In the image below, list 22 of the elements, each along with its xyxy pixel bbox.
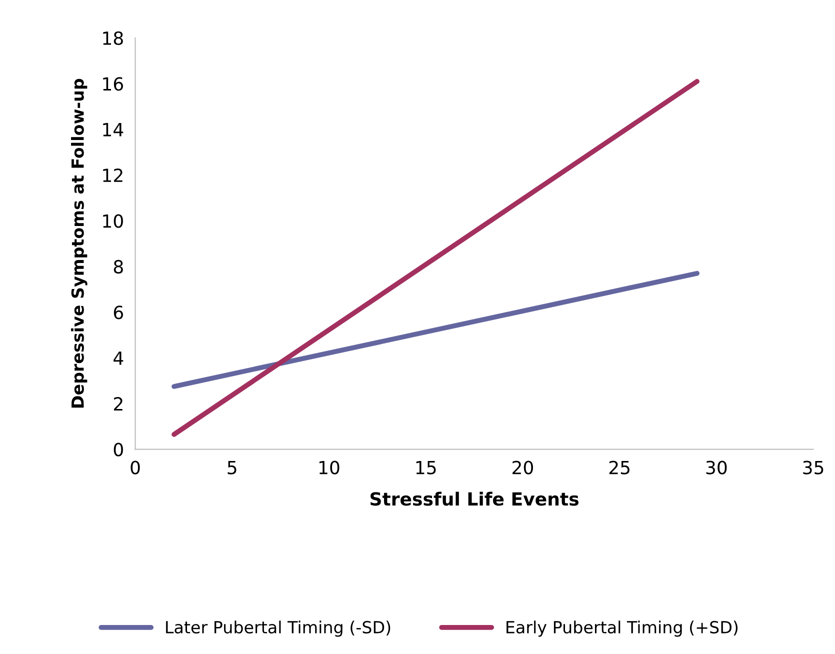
- y-tick-label: 10: [103, 214, 123, 228]
- y-tick-label: 8: [114, 260, 123, 274]
- x-tick-label: 0: [130, 460, 140, 474]
- y-axis-title: Depressive Symptoms at Follow-up: [71, 78, 88, 408]
- y-tick-label: 14: [103, 123, 124, 136]
- x-tick-label: 30: [706, 460, 727, 474]
- y-tick-label: 0: [114, 442, 123, 456]
- y-tick-label: 18: [103, 31, 123, 46]
- y-tick-label: 4: [114, 352, 124, 365]
- legend-label: Early Pubertal Timing (+SD): [506, 620, 738, 637]
- x-axis-title: Stressful Life Events: [370, 492, 578, 506]
- y-tick-label: 12: [103, 168, 122, 182]
- x-tick-label: 35: [803, 460, 824, 474]
- x-tick-label: 10: [319, 460, 340, 474]
- x-tick-label: 20: [512, 460, 533, 474]
- x-tick-label: 15: [416, 460, 436, 474]
- y-tick-label: 2: [114, 397, 122, 410]
- x-tick-label: 25: [609, 460, 630, 474]
- y-tick-label: 6: [114, 306, 124, 320]
- y-tick-label: 16: [103, 77, 124, 91]
- x-tick-label: 5: [228, 460, 236, 474]
- legend-label: Later Pubertal Timing (-SD): [166, 620, 390, 637]
